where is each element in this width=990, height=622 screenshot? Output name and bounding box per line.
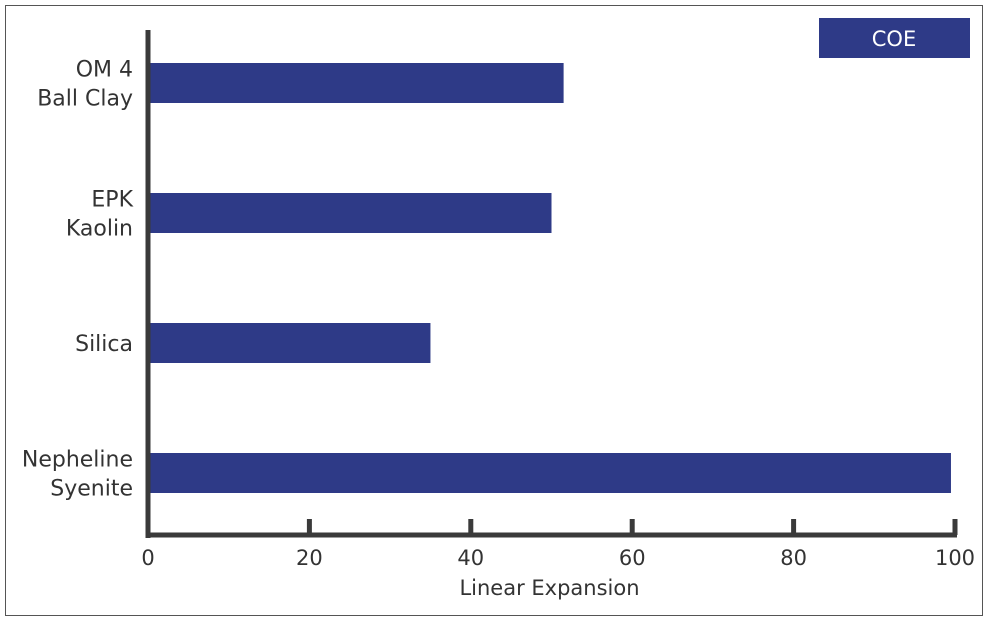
x-tick-label-5: 100 — [935, 546, 975, 570]
x-tick-label-1: 20 — [296, 546, 323, 570]
bar-3 — [148, 453, 951, 493]
category-label-2: Silica — [75, 332, 133, 357]
legend-label: COE — [872, 27, 916, 51]
bar-1 — [148, 193, 552, 233]
x-tick-label-3: 60 — [619, 546, 646, 570]
x-axis: 0 20 40 60 80 100 — [141, 519, 975, 570]
category-label-3-line-1: Syenite — [50, 477, 133, 502]
category-label-1: EPK Kaolin — [66, 188, 134, 242]
x-tick-label-0: 0 — [141, 546, 154, 570]
category-label-3: Nepheline Syenite — [22, 448, 133, 502]
x-tick-label-4: 80 — [780, 546, 807, 570]
bar-2 — [148, 323, 431, 363]
category-labels: OM 4 Ball Clay EPK Kaolin Silica Nepheline Sye… — [22, 58, 134, 502]
bars-group — [148, 63, 951, 493]
category-label-1-line-0: EPK — [91, 188, 133, 213]
category-label-3-line-0: Nepheline — [22, 448, 133, 473]
legend: COE — [819, 18, 970, 58]
category-label-2-line-0: Silica — [75, 332, 133, 357]
category-label-0-line-0: OM 4 — [76, 58, 133, 83]
chart-frame — [5, 5, 983, 616]
category-label-0-line-1: Ball Clay — [37, 87, 133, 112]
x-axis-title: Linear Expansion — [459, 576, 639, 600]
x-tick-label-2: 40 — [457, 546, 484, 570]
category-label-1-line-1: Kaolin — [66, 217, 133, 242]
bar-0 — [148, 63, 564, 103]
legend-swatch — [819, 18, 970, 58]
category-label-0: OM 4 Ball Clay — [37, 58, 133, 112]
